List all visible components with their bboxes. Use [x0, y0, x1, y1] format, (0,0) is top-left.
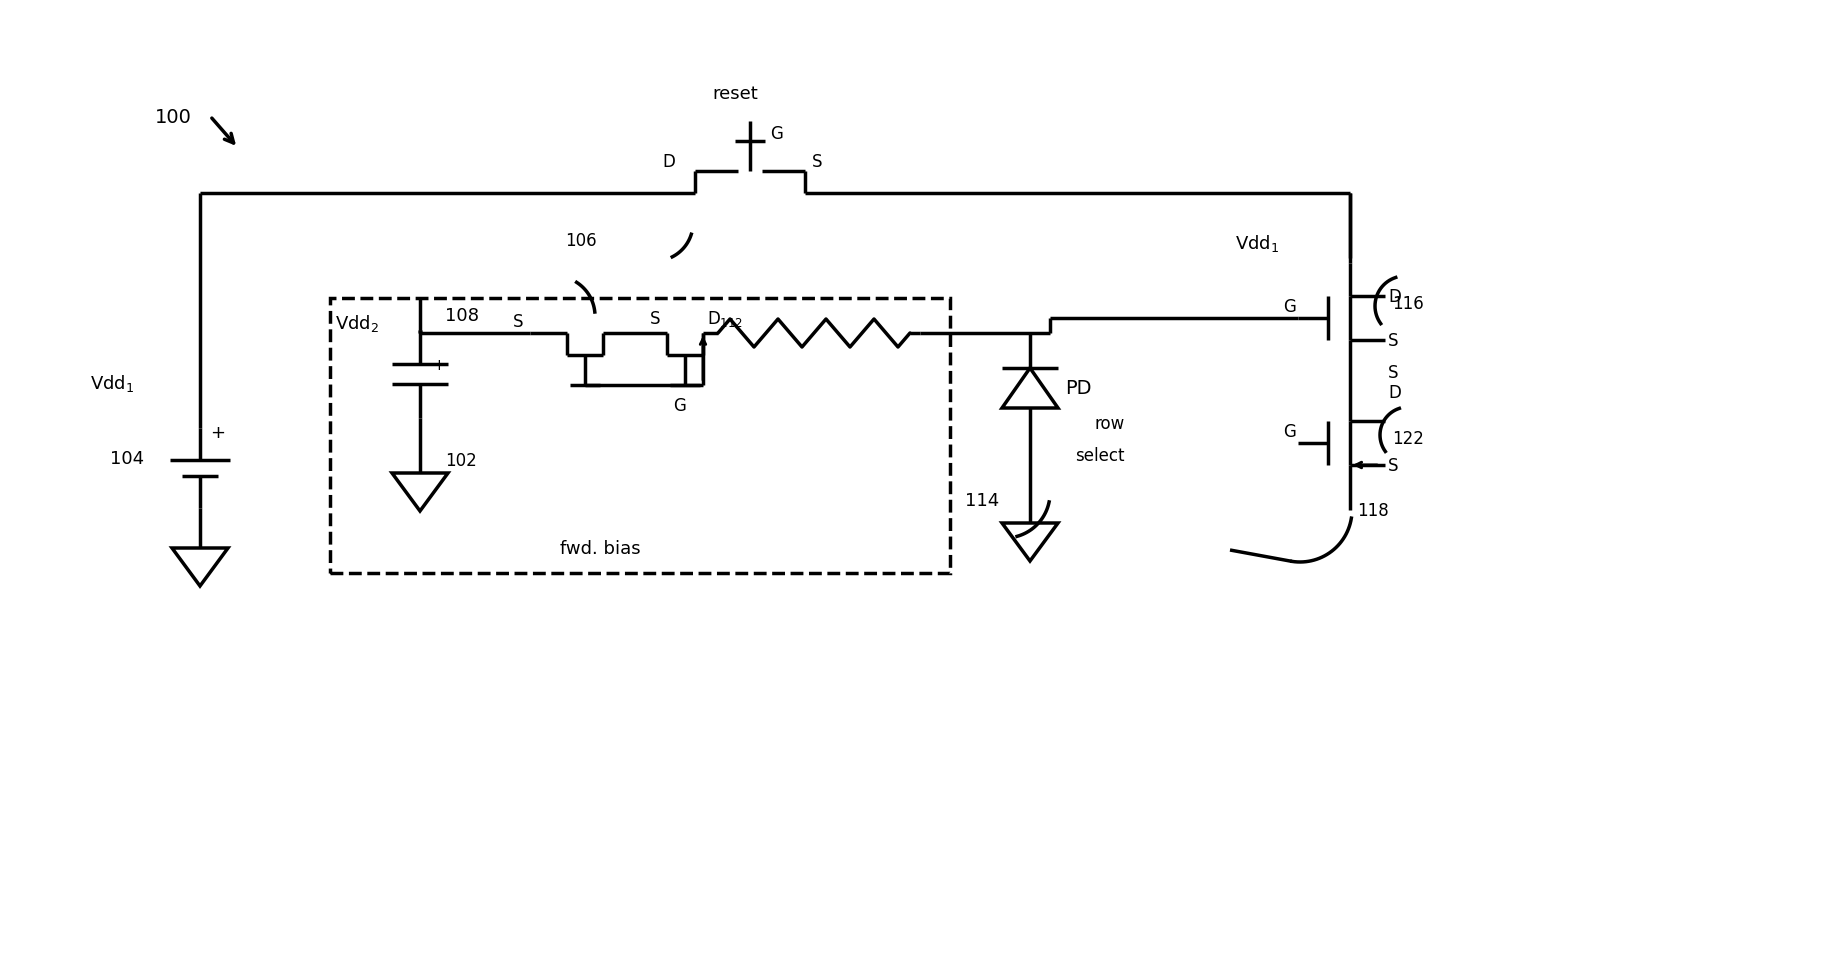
Text: 114: 114	[965, 492, 998, 510]
Text: D: D	[1389, 288, 1401, 306]
Text: S: S	[650, 310, 661, 328]
Text: +: +	[211, 423, 225, 441]
Text: reset: reset	[713, 85, 758, 103]
Text: Vdd$_1$: Vdd$_1$	[1235, 234, 1279, 254]
Text: 116: 116	[1392, 294, 1423, 313]
Text: S: S	[513, 313, 524, 331]
Text: D$_{112}$: D$_{112}$	[707, 309, 744, 329]
Text: G: G	[1282, 422, 1295, 440]
Text: G: G	[1282, 297, 1295, 316]
Text: D: D	[1389, 384, 1401, 402]
Text: G: G	[674, 397, 687, 415]
Text: S: S	[812, 153, 823, 171]
Text: 118: 118	[1358, 502, 1389, 519]
Text: 122: 122	[1392, 429, 1423, 448]
Text: PD: PD	[1064, 379, 1092, 398]
Text: select: select	[1075, 447, 1125, 465]
Text: Vdd$_1$: Vdd$_1$	[90, 374, 134, 394]
Text: S: S	[1389, 364, 1398, 382]
Text: 100: 100	[156, 108, 192, 126]
Text: 102: 102	[445, 452, 476, 469]
Text: fwd. bias: fwd. bias	[561, 540, 641, 557]
Text: 108: 108	[445, 307, 478, 325]
Text: S: S	[1389, 332, 1398, 350]
Text: D: D	[661, 153, 674, 171]
Text: +: +	[432, 357, 445, 372]
Text: 104: 104	[110, 450, 145, 467]
Text: S: S	[1389, 457, 1398, 474]
Text: 106: 106	[564, 232, 597, 249]
Text: row: row	[1096, 415, 1125, 432]
Text: Vdd$_2$: Vdd$_2$	[335, 313, 379, 334]
Text: G: G	[769, 125, 782, 143]
